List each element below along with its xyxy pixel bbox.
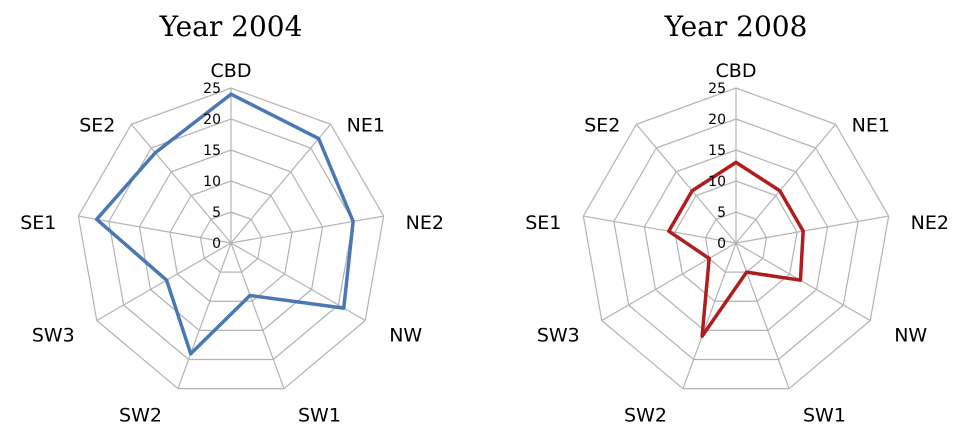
tick-label: 0	[717, 236, 726, 252]
grid-spoke	[230, 215, 384, 244]
category-label: SE2	[79, 114, 115, 136]
tick-label: 25	[203, 81, 221, 97]
grid-ring	[138, 149, 324, 331]
tick-label: 20	[203, 112, 221, 128]
grid-spoke	[78, 215, 232, 244]
grid-ring	[704, 211, 768, 273]
category-label: SE2	[584, 114, 620, 136]
grid-ring	[582, 87, 890, 390]
chart-title: Year 2004	[159, 10, 303, 43]
data-point	[778, 189, 782, 193]
data-point	[667, 229, 671, 233]
tick-label: 10	[203, 174, 221, 190]
category-label: SW2	[624, 405, 667, 427]
grid-ring	[77, 87, 385, 390]
data-point	[229, 92, 233, 96]
category-label: SE1	[20, 212, 56, 234]
category-label: SW3	[32, 325, 75, 347]
grid-spoke	[96, 242, 232, 322]
data-point	[342, 306, 346, 310]
category-label: NE2	[406, 212, 444, 234]
grid-spoke	[230, 242, 285, 389]
grid-spoke	[735, 242, 871, 322]
category-label: NW	[389, 325, 422, 347]
data-point	[164, 278, 169, 282]
category-label: NE1	[852, 114, 890, 136]
tick-label: 15	[203, 143, 221, 159]
category-label: CBD	[716, 60, 757, 82]
category-label: NW	[894, 325, 927, 347]
series-line	[94, 92, 355, 356]
data-point	[745, 270, 749, 274]
grid-ring	[199, 211, 263, 273]
grid-spoke	[583, 215, 737, 244]
data-point	[153, 151, 157, 155]
grid-spoke	[735, 123, 837, 244]
category-label: SW3	[537, 325, 580, 347]
grid-spoke	[635, 123, 737, 244]
grid-spoke	[601, 242, 737, 322]
grid-spoke	[735, 215, 889, 244]
tick-label: 5	[717, 205, 726, 221]
grid-ring	[674, 180, 798, 302]
series-line	[667, 160, 805, 338]
data-point	[700, 334, 704, 338]
category-label: NE2	[911, 212, 949, 234]
grid-spoke	[130, 123, 232, 244]
category-label: SE1	[525, 212, 561, 234]
grid-spoke	[682, 242, 737, 389]
category-label: NE1	[347, 114, 385, 136]
data-point	[734, 160, 738, 164]
data-point	[798, 278, 803, 282]
grid-ring	[169, 180, 293, 302]
data-point	[351, 219, 355, 224]
grid-spoke	[230, 123, 332, 244]
data-point	[707, 256, 711, 261]
tick-label: 20	[708, 112, 726, 128]
grid-spoke	[177, 242, 232, 389]
tick-label: 25	[708, 81, 726, 97]
category-label: SW1	[298, 405, 341, 427]
grid-ring	[613, 118, 859, 361]
grid-ring	[643, 149, 829, 331]
data-point	[189, 352, 193, 356]
data-point	[95, 217, 99, 221]
tick-label: 10	[708, 174, 726, 190]
category-label: CBD	[211, 60, 252, 82]
category-label: SW1	[803, 405, 846, 427]
category-label: SW2	[119, 405, 162, 427]
tick-label: 5	[212, 205, 221, 221]
data-point	[317, 136, 321, 141]
tick-label: 15	[708, 143, 726, 159]
tick-label: 0	[212, 236, 221, 252]
grid-spoke	[735, 242, 790, 389]
chart-title: Year 2008	[664, 10, 808, 43]
data-point	[248, 293, 252, 298]
data-point	[801, 229, 805, 233]
grid-ring	[108, 118, 354, 361]
data-point	[690, 189, 694, 193]
